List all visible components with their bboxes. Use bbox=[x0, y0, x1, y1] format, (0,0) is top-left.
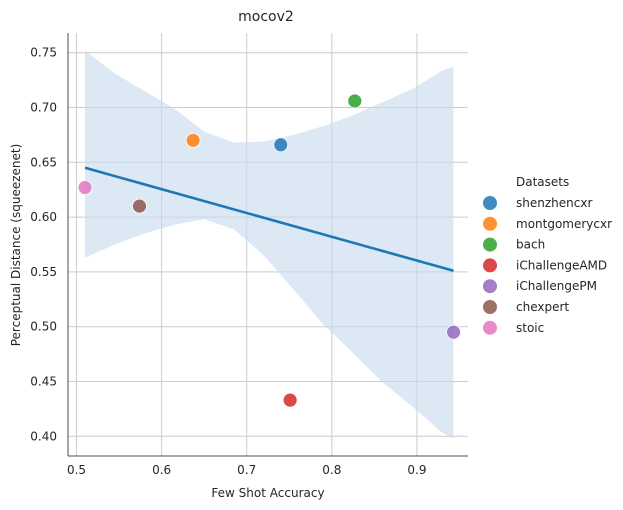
legend: Datasets shenzhencxr montgomerycxr bach iCh… bbox=[483, 175, 612, 335]
data-point-chexpert bbox=[132, 198, 147, 214]
data-point-shenzhencxr bbox=[273, 137, 289, 153]
chart-title: mocov2 bbox=[238, 9, 294, 25]
legend-label-shenzhencxr: shenzhencxr bbox=[516, 196, 592, 210]
legend-marker-chexpert bbox=[483, 300, 497, 314]
data-point-stoic bbox=[77, 180, 93, 195]
legend-label-montgomerycxr: montgomerycxr bbox=[516, 217, 612, 231]
legend-label-stoic: stoic bbox=[516, 321, 544, 335]
y-tick-label: 0.40 bbox=[30, 429, 57, 443]
data-point-iChallengeAMD bbox=[282, 392, 298, 408]
regression-line bbox=[84, 166, 454, 273]
legend-marker-stoic bbox=[483, 320, 497, 335]
legend-label-bach: bach bbox=[516, 238, 545, 252]
y-tick-label: 0.55 bbox=[30, 265, 57, 279]
regression-line-group bbox=[84, 166, 454, 273]
y-tick-label: 0.65 bbox=[30, 155, 57, 169]
y-tick-label: 0.50 bbox=[30, 320, 57, 334]
data-point-iChallengePM bbox=[446, 324, 461, 340]
legend-label-chexpert: chexpert bbox=[516, 300, 569, 314]
confidence-interval-band bbox=[85, 50, 454, 439]
legend-label-iChallengePM: iChallengePM bbox=[516, 279, 597, 293]
legend-marker-montgomerycxr bbox=[483, 216, 497, 231]
data-points bbox=[77, 93, 461, 408]
legend-marker-shenzhencxr bbox=[483, 196, 497, 210]
x-tick-label: 0.9 bbox=[407, 463, 426, 477]
legend-marker-bach bbox=[483, 237, 497, 252]
x-tick-label: 0.8 bbox=[322, 463, 341, 477]
x-tick-label: 0.7 bbox=[237, 463, 256, 477]
y-tick-label: 0.60 bbox=[30, 210, 57, 224]
y-axis-label: Perceptual Distance (squeezenet) bbox=[9, 144, 23, 347]
x-tick-label: 0.5 bbox=[67, 463, 86, 477]
x-axis-label: Few Shot Accuracy bbox=[211, 486, 324, 500]
y-tick-label: 0.70 bbox=[30, 101, 57, 115]
axes: 0.5 0.6 0.7 0.8 0.9 0.40 0.45 0.50 0.55 0.60 0.65 0… bbox=[30, 33, 468, 477]
legend-title: Datasets bbox=[516, 175, 569, 189]
y-tick-label: 0.45 bbox=[30, 374, 57, 388]
confidence-band bbox=[85, 50, 454, 439]
data-point-montgomerycxr bbox=[185, 132, 201, 148]
data-point-bach bbox=[347, 93, 363, 109]
legend-marker-iChallengeAMD bbox=[483, 258, 497, 273]
legend-marker-iChallengePM bbox=[483, 279, 497, 294]
y-tick-label: 0.75 bbox=[30, 46, 57, 60]
legend-label-iChallengeAMD: iChallengeAMD bbox=[516, 258, 607, 272]
x-tick-label: 0.6 bbox=[152, 463, 171, 477]
